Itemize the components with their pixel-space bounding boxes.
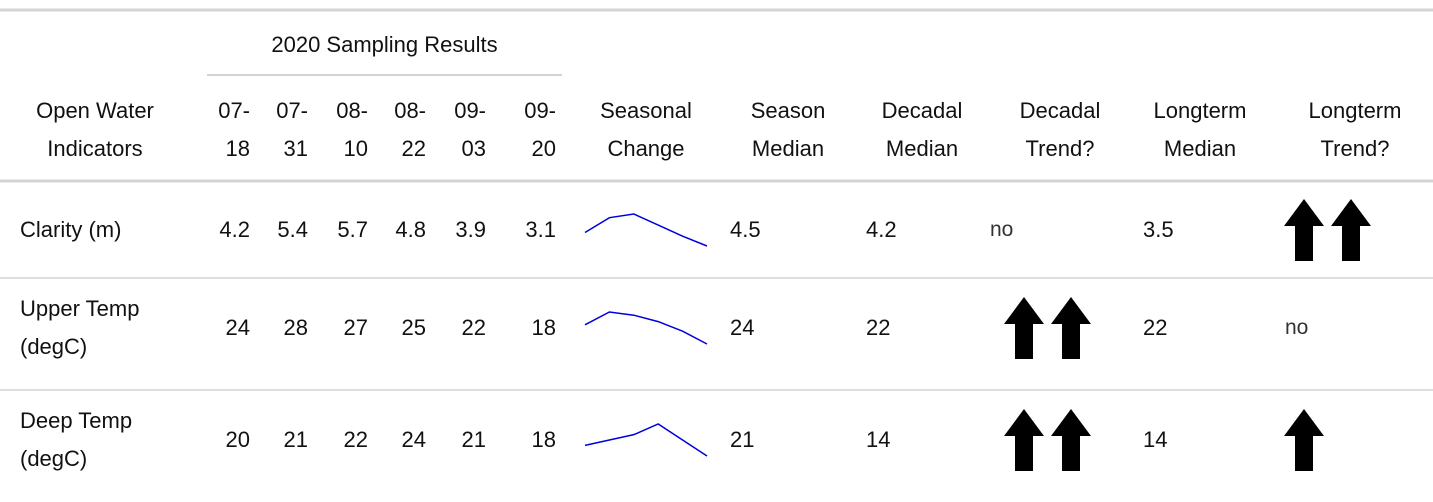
header: Seasonal Change — [600, 98, 692, 161]
header: Decadal Median — [881, 98, 963, 161]
season-median: 4.5 — [730, 217, 761, 242]
trend-text: no — [990, 218, 1014, 241]
value: 21 — [461, 427, 486, 452]
header: Longterm Median — [1153, 98, 1247, 161]
trend-arrow — [1051, 297, 1091, 359]
sparkline — [584, 423, 708, 457]
value: 21 — [283, 427, 308, 452]
header-date: 07-31 — [276, 98, 308, 161]
value: 27 — [343, 315, 368, 340]
indicator: Upper Temp (degC) — [20, 296, 140, 359]
trend-arrow — [1004, 409, 1044, 471]
longterm-median: 22 — [1143, 315, 1168, 340]
value: 3.9 — [455, 217, 486, 242]
indicator: Clarity (m) — [20, 217, 122, 242]
trend-text: no — [1285, 316, 1309, 339]
indicator: Deep Temp (degC) — [20, 408, 133, 471]
header-date: 08-10 — [336, 98, 368, 161]
header-date: 08-22 — [394, 98, 426, 161]
value: 3.1 — [525, 217, 556, 242]
sparkline — [584, 311, 708, 345]
spanner: 2020 Sampling Results — [271, 32, 498, 57]
value: 18 — [531, 315, 556, 340]
trend-arrow — [1331, 199, 1371, 261]
header: Season Median — [750, 98, 826, 161]
header-date: 09-20 — [524, 98, 556, 161]
value: 28 — [283, 315, 308, 340]
sparkline — [584, 213, 708, 247]
decadal-median: 14 — [866, 427, 891, 452]
value: 4.2 — [219, 217, 250, 242]
value: 5.4 — [277, 217, 308, 242]
decadal-median: 4.2 — [866, 217, 897, 242]
value: 4.8 — [395, 217, 426, 242]
trend-arrow — [1004, 297, 1044, 359]
value: 24 — [225, 315, 250, 340]
value: 24 — [401, 427, 426, 452]
header-date: 07-18 — [218, 98, 250, 161]
header: Open Water Indicators — [36, 98, 154, 161]
trend-arrow — [1284, 199, 1324, 261]
trend-arrow — [1051, 409, 1091, 471]
header-date: 09-03 — [454, 98, 486, 161]
season-median: 24 — [730, 315, 755, 340]
longterm-median: 14 — [1143, 427, 1168, 452]
header: Decadal Trend? — [1019, 98, 1101, 161]
value: 22 — [343, 427, 368, 452]
value: 20 — [225, 427, 250, 452]
value: 25 — [401, 315, 426, 340]
longterm-median: 3.5 — [1143, 217, 1174, 242]
value: 22 — [461, 315, 486, 340]
season-median: 21 — [730, 427, 755, 452]
decadal-median: 22 — [866, 315, 891, 340]
value: 18 — [531, 427, 556, 452]
value: 5.7 — [337, 217, 368, 242]
trend-arrow — [1284, 409, 1324, 471]
header: Longterm Trend? — [1308, 98, 1402, 161]
